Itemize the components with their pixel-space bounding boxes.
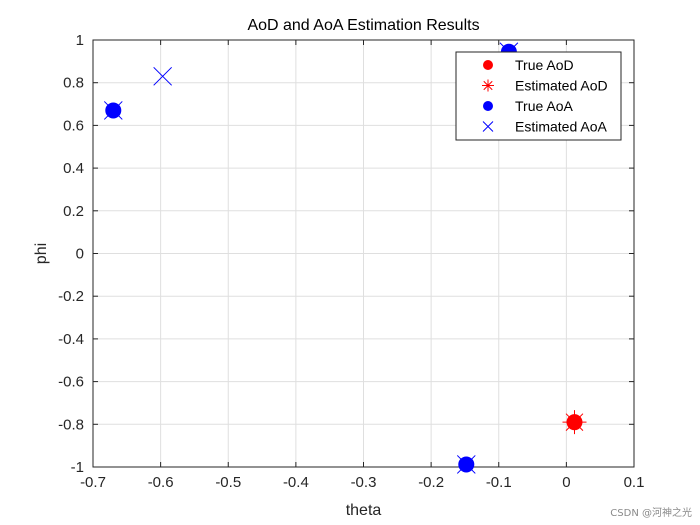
y-tick-label: -0.8 <box>58 416 84 433</box>
x-tick-label: -0.1 <box>486 474 512 491</box>
legend-label-true-aoa: True AoA <box>515 98 574 114</box>
watermark: CSDN @河神之光 <box>610 508 692 519</box>
estimated-aoa-point <box>153 66 173 86</box>
series-estimated-aod <box>562 410 587 435</box>
axis-ticks: -0.7 -0.6 -0.5 -0.4 -0.3 -0.2 -0.1 0 0.1 -1 -0.8 -0… <box>58 32 644 491</box>
estimated-aoa-point-shape <box>456 455 476 474</box>
y-tick-label: -1 <box>71 459 84 476</box>
legend-label-estimated-aoa: Estimated AoA <box>515 119 607 135</box>
legend-marker-estimated-aoa-shape <box>482 121 494 132</box>
estimated-aoa-point <box>103 101 123 120</box>
x-tick-label: -0.6 <box>148 474 174 491</box>
estimated-aod-point-shape <box>562 410 587 435</box>
y-tick-label: 0.6 <box>63 117 84 134</box>
legend-marker-true-aoa-shape <box>483 101 493 111</box>
chart-title: AoD and AoA Estimation Results <box>247 17 479 34</box>
legend-marker-true-aod-shape <box>483 60 493 70</box>
y-tick-label: 0.4 <box>63 160 84 177</box>
x-tick-label: -0.7 <box>80 474 106 491</box>
estimated-aoa-point-shape <box>153 66 173 86</box>
y-axis-label: phi <box>33 243 50 264</box>
x-tick-label: -0.3 <box>351 474 377 491</box>
x-tick-label: 0.1 <box>624 474 645 491</box>
y-tick-label: 0.8 <box>63 75 84 92</box>
y-tick-label: -0.4 <box>58 331 84 348</box>
legend-item-true-aoa: True AoA <box>483 98 574 114</box>
legend-marker-true-aod <box>483 60 493 70</box>
y-tick-label: 1 <box>76 32 84 49</box>
x-axis-label: theta <box>346 502 382 519</box>
legend-marker-true-aoa <box>483 101 493 111</box>
legend-item-estimated-aoa: Estimated AoA <box>482 119 607 135</box>
estimated-aoa-point <box>456 455 476 474</box>
legend-marker-estimated-aoa <box>482 121 494 132</box>
x-tick-label: -0.4 <box>283 474 309 491</box>
grid <box>92 39 635 468</box>
legend-item-true-aod: True AoD <box>483 57 574 73</box>
legend: True AoD Estimated AoD True AoA Estimated A… <box>455 51 622 141</box>
legend-marker-estimated-aod <box>482 79 494 92</box>
y-tick-label: 0 <box>76 246 84 263</box>
legend-label-estimated-aod: Estimated AoD <box>515 78 608 94</box>
legend-label-true-aod: True AoD <box>515 57 574 73</box>
estimated-aod-point <box>562 410 587 435</box>
legend-item-estimated-aod: Estimated AoD <box>482 78 608 94</box>
y-tick-label: 0.2 <box>63 203 84 220</box>
legend-marker-estimated-aod-shape <box>482 79 494 92</box>
x-tick-label: -0.2 <box>418 474 444 491</box>
y-tick-label: -0.2 <box>58 288 84 305</box>
series-true-aoa <box>105 43 517 473</box>
x-tick-label: -0.5 <box>215 474 241 491</box>
estimated-aoa-point-shape <box>103 101 123 120</box>
y-tick-label: -0.6 <box>58 374 84 391</box>
x-tick-label: 0 <box>562 474 570 491</box>
